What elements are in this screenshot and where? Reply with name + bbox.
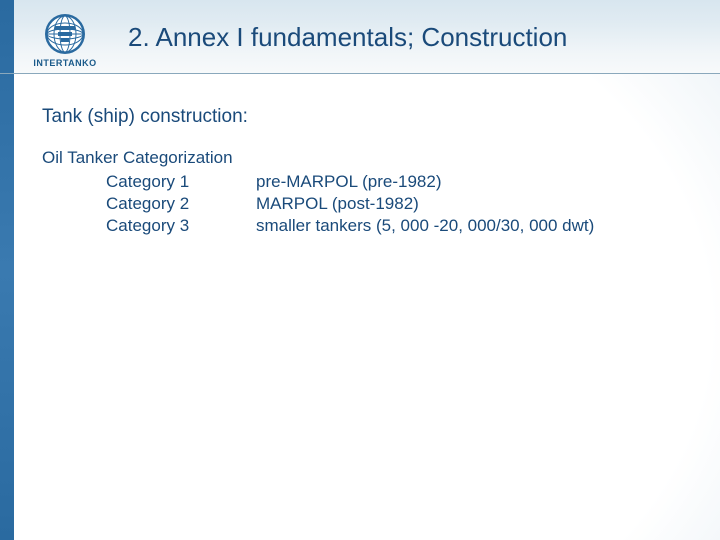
category-row: Category 1 pre-MARPOL (pre-1982) xyxy=(106,172,690,192)
logo-text: INTERTANKO xyxy=(20,58,110,68)
content-subtitle: Tank (ship) construction: xyxy=(42,106,690,128)
org-logo: INTERTANKO xyxy=(20,12,110,68)
category-row: Category 2 MARPOL (post-1982) xyxy=(106,194,690,214)
globe-icon xyxy=(43,12,87,56)
left-accent-bar xyxy=(0,0,14,540)
category-desc: pre-MARPOL (pre-1982) xyxy=(256,172,690,192)
category-table: Category 1 pre-MARPOL (pre-1982) Categor… xyxy=(106,172,690,236)
slide-content: Tank (ship) construction: Oil Tanker Cat… xyxy=(42,106,690,238)
section-label: Oil Tanker Categorization xyxy=(42,148,690,168)
category-name: Category 2 xyxy=(106,194,256,214)
header-divider xyxy=(0,73,720,74)
category-row: Category 3 smaller tankers (5, 000 -20, … xyxy=(106,216,690,236)
category-name: Category 1 xyxy=(106,172,256,192)
category-name: Category 3 xyxy=(106,216,256,236)
slide-title: 2. Annex I fundamentals; Construction xyxy=(128,22,567,53)
category-desc: MARPOL (post-1982) xyxy=(256,194,690,214)
slide-background xyxy=(0,0,720,540)
category-desc: smaller tankers (5, 000 -20, 000/30, 000… xyxy=(256,216,690,236)
